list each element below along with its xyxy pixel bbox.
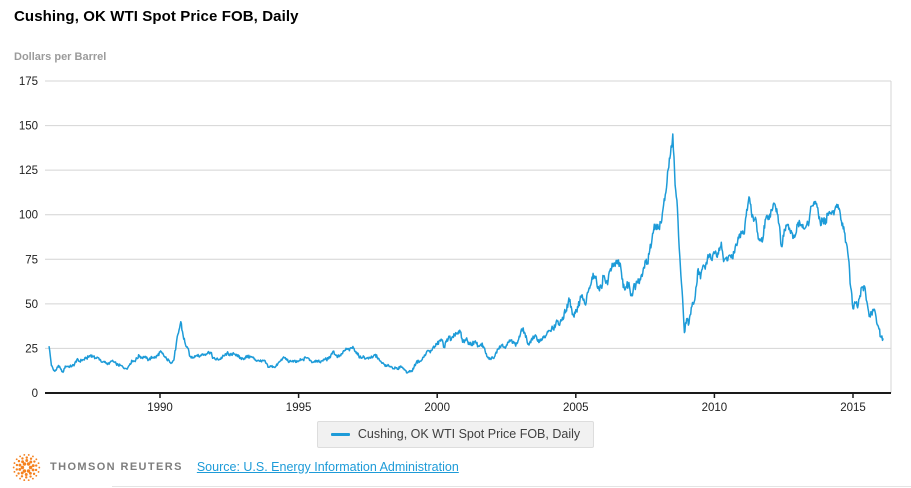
x-tick-label: 2015 — [840, 402, 866, 414]
y-tick-label: 100 — [19, 210, 38, 222]
price-line-chart: 0 25 50 75 100 125 150 175 1990 1995 2000 2005 2010 2… — [19, 76, 892, 414]
wti-price-line — [48, 133, 884, 374]
x-tick-label: 1990 — [147, 402, 173, 414]
y-axis-labels: 0 25 50 75 100 125 150 175 — [19, 76, 38, 400]
y-tick-label: 50 — [25, 299, 38, 311]
x-tick-label: 1995 — [286, 402, 312, 414]
legend-item-wti[interactable]: Cushing, OK WTI Spot Price FOB, Daily — [316, 421, 595, 448]
y-axis-units-label: Dollars per Barrel — [14, 51, 107, 63]
legend: Cushing, OK WTI Spot Price FOB, Daily — [0, 421, 911, 448]
y-tick-label: 0 — [32, 388, 38, 400]
legend-label: Cushing, OK WTI Spot Price FOB, Daily — [357, 427, 581, 441]
thomson-reuters-logo-icon — [12, 453, 41, 481]
y-tick-label: 125 — [19, 165, 38, 177]
grid-lines — [45, 80, 891, 349]
footer: THOMSON REUTERS Source: U.S. Energy Info… — [10, 450, 459, 484]
y-tick-label: 25 — [25, 343, 38, 355]
x-tick-label: 2000 — [424, 402, 450, 414]
page-title: Cushing, OK WTI Spot Price FOB, Daily — [14, 8, 299, 25]
bottom-divider — [112, 486, 911, 487]
y-tick-label: 75 — [25, 254, 38, 266]
x-tick-label: 2005 — [563, 402, 589, 414]
source-link[interactable]: Source: U.S. Energy Information Administ… — [196, 460, 459, 474]
y-tick-label: 150 — [19, 121, 38, 133]
x-axis-labels: 1990 1995 2000 2005 2010 2015 — [147, 393, 866, 414]
legend-line-swatch-icon — [330, 432, 350, 436]
x-tick-label: 2010 — [702, 402, 728, 414]
brand-name: THOMSON REUTERS — [50, 461, 183, 473]
y-tick-label: 175 — [19, 76, 38, 88]
